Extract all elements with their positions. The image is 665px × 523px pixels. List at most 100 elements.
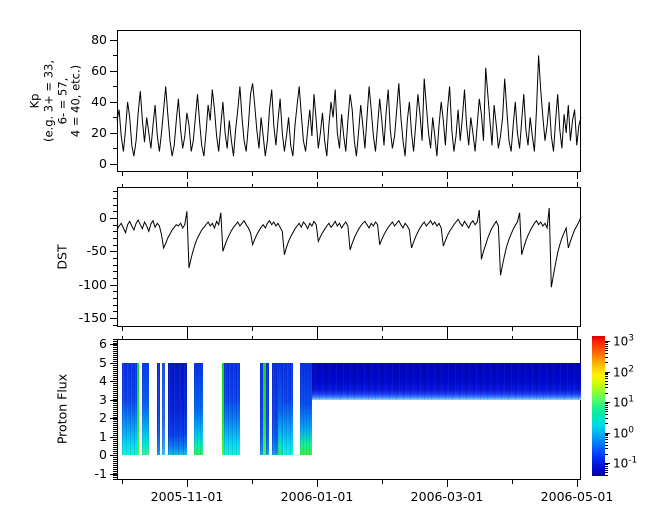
x-major-tick: [187, 327, 188, 334]
x-major-tick: [577, 334, 578, 339]
colorbar-tick-label: 103: [613, 333, 635, 349]
y-tick-label: 5: [99, 355, 107, 371]
colorbar-major-tick: [605, 402, 610, 403]
y-minor-tick: [113, 298, 117, 299]
colorbar-minor-tick: [605, 468, 608, 469]
colorbar-minor-tick: [605, 411, 608, 412]
x-minor-tick: [382, 184, 383, 187]
y-tick-label: 60: [91, 63, 107, 79]
x-minor-tick: [512, 480, 513, 484]
x-tick-label-3: 2006-03-01: [410, 489, 484, 504]
y-tick-label: 1: [99, 429, 107, 445]
x-minor-tick: [512, 327, 513, 331]
heatmap-band: [193, 362, 203, 455]
colorbar-minor-tick: [605, 409, 608, 410]
kp-panel-frame: [117, 30, 581, 172]
dst-panel-frame: [117, 187, 581, 327]
y-tick-label: 20: [91, 125, 107, 141]
x-minor-tick: [122, 480, 123, 484]
x-minor-tick: [122, 184, 123, 187]
colorbar-minor-tick: [605, 403, 608, 404]
x-minor-tick: [252, 184, 253, 187]
x-major-tick: [447, 327, 448, 334]
kp-ylabel-line2: (e.g. 3+ = 33,: [41, 59, 56, 143]
colorbar-minor-tick: [605, 448, 608, 449]
colorbar-major-tick: [605, 433, 610, 434]
y-minor-tick: [113, 238, 117, 239]
colorbar-minor-tick: [605, 470, 608, 471]
y-minor-tick: [113, 271, 117, 272]
x-minor-tick: [252, 336, 253, 339]
x-major-tick: [317, 172, 318, 179]
y-tick-label: 0: [99, 447, 107, 463]
dst-series-line: [116, 207, 582, 288]
colorbar-minor-tick: [605, 437, 608, 438]
y-major-tick: [110, 344, 117, 345]
x-minor-tick: [382, 336, 383, 339]
y-tick-label: -1: [94, 466, 107, 482]
x-major-tick: [577, 182, 578, 187]
colorbar: [592, 336, 605, 476]
y-minor-tick: [113, 117, 117, 118]
heatmap-band: [265, 362, 269, 455]
y-major-tick: [110, 102, 117, 103]
heatmap-band: [221, 362, 224, 455]
x-minor-tick: [252, 327, 253, 331]
y-tick-label: 2: [99, 410, 107, 426]
x-minor-tick: [122, 336, 123, 339]
colorbar-minor-tick: [605, 405, 608, 406]
x-tick-label-4: 2006-05-01: [540, 489, 614, 504]
x-tick-label-2: 2006-01-01: [280, 489, 354, 504]
x-major-tick: [187, 182, 188, 187]
heatmap-band: [167, 362, 187, 455]
colorbar-minor-tick: [605, 439, 608, 440]
colorbar-minor-tick: [605, 442, 608, 443]
y-major-tick: [110, 285, 117, 286]
y-minor-tick: [113, 148, 117, 149]
colorbar-minor-tick: [605, 435, 608, 436]
y-minor-tick: [113, 225, 117, 226]
y-tick-label: 80: [91, 32, 107, 48]
x-minor-tick: [512, 336, 513, 339]
colorbar-minor-tick: [605, 374, 608, 375]
heatmap-band: [156, 362, 160, 455]
y-minor-tick: [113, 55, 117, 56]
heatmap-band: [223, 362, 240, 455]
x-major-tick: [317, 480, 318, 487]
colorbar-minor-tick: [605, 475, 608, 476]
x-major-tick: [447, 334, 448, 339]
heatmap-band: [121, 362, 137, 455]
colorbar-minor-tick: [605, 472, 608, 473]
y-major-tick: [110, 251, 117, 252]
x-major-tick: [577, 172, 578, 179]
y-minor-tick: [113, 205, 117, 206]
colorbar-minor-tick: [605, 353, 608, 354]
colorbar-minor-tick: [605, 423, 608, 424]
colorbar-major-tick: [605, 372, 610, 373]
y-tick-label: -50: [86, 243, 107, 259]
colorbar-minor-tick: [605, 418, 608, 419]
y-tick-label: -100: [78, 277, 107, 293]
colorbar-minor-tick: [605, 344, 608, 345]
dst-ylabel: DST: [54, 244, 70, 270]
y-minor-tick: [113, 311, 117, 312]
x-major-tick: [317, 182, 318, 187]
x-minor-tick: [512, 184, 513, 187]
colorbar-minor-tick: [605, 407, 608, 408]
colorbar-minor-tick: [605, 384, 608, 385]
y-major-tick: [110, 400, 117, 401]
y-minor-tick: [113, 258, 117, 259]
y-major-tick: [110, 40, 117, 41]
y-tick-label: 0: [99, 210, 107, 226]
y-minor-tick: [113, 305, 117, 306]
y-tick-label: 0: [99, 156, 107, 172]
colorbar-minor-tick: [605, 454, 608, 455]
y-major-tick: [110, 418, 117, 419]
x-minor-tick: [382, 327, 383, 331]
colorbar-tick-label: 101: [613, 394, 635, 410]
x-major-tick: [317, 334, 318, 339]
x-minor-tick: [122, 172, 123, 176]
colorbar-tick-label: 10-1: [613, 455, 638, 471]
y-minor-tick: [113, 278, 117, 279]
